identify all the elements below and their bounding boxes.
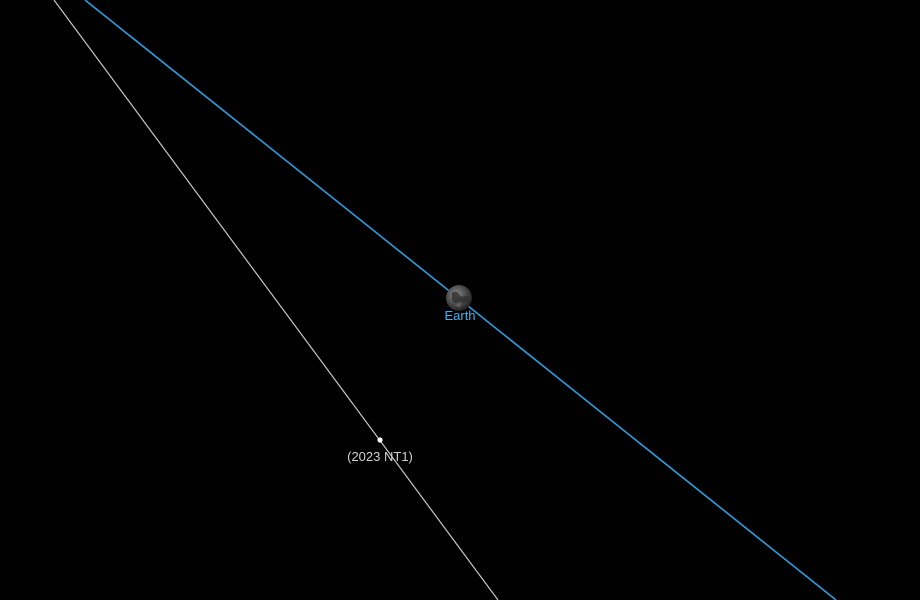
asteroid-marker[interactable]: [377, 437, 382, 442]
asteroid-orbit-line: [54, 0, 498, 600]
earth-label[interactable]: Earth: [444, 309, 475, 322]
asteroid-label[interactable]: (2023 NT1): [347, 450, 413, 463]
